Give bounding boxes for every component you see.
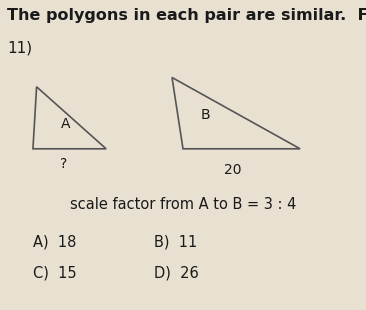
- Text: The polygons in each pair are similar.  Fin: The polygons in each pair are similar. F…: [7, 8, 366, 23]
- Text: D)  26: D) 26: [154, 265, 198, 280]
- Text: C)  15: C) 15: [33, 265, 76, 280]
- Text: scale factor from A to B = 3 : 4: scale factor from A to B = 3 : 4: [70, 197, 296, 212]
- Text: 20: 20: [224, 163, 241, 178]
- Text: A)  18: A) 18: [33, 234, 76, 249]
- Text: B: B: [200, 108, 210, 122]
- Text: B)  11: B) 11: [154, 234, 197, 249]
- Text: 11): 11): [7, 40, 33, 55]
- Text: A: A: [61, 117, 71, 131]
- Text: ?: ?: [60, 157, 68, 171]
